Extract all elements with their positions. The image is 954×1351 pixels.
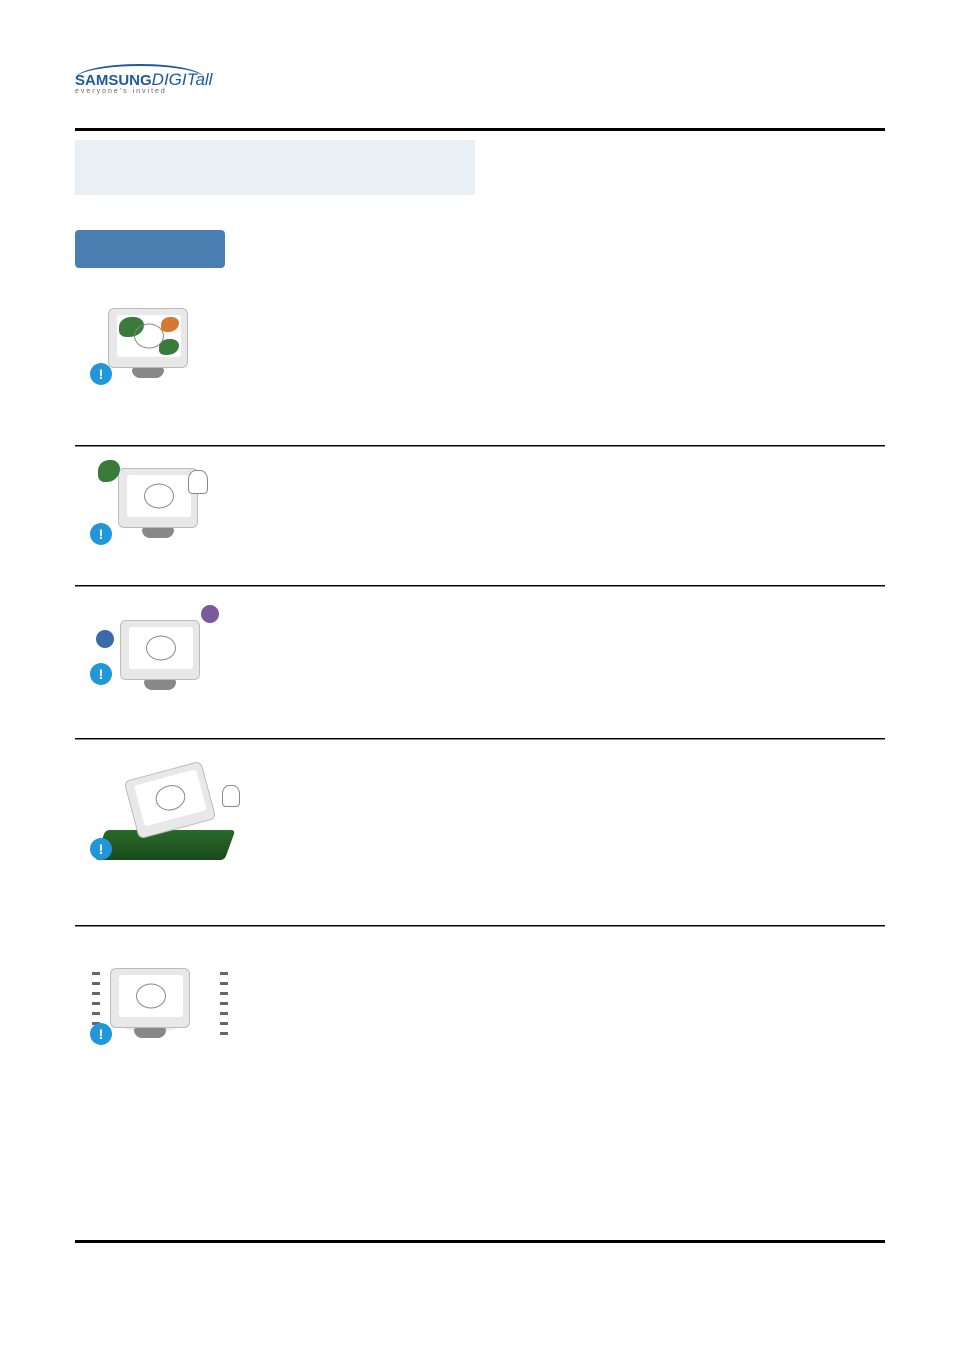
face-icon — [153, 782, 188, 814]
section-tab — [75, 230, 225, 268]
info-icon: ! — [90, 363, 112, 385]
monitor-stand-icon — [134, 1028, 166, 1038]
monitor-screen-icon — [129, 627, 193, 669]
info-icon: ! — [90, 663, 112, 685]
monitor-stand-icon — [144, 680, 176, 690]
monitor-stand-icon — [142, 528, 174, 538]
top-rule — [75, 128, 885, 131]
hand-icon — [188, 470, 208, 494]
illustration-monitor-spray: ! — [90, 460, 200, 545]
info-icon: ! — [90, 838, 112, 860]
safety-item-2: ! — [90, 460, 880, 545]
monitor-screen-icon — [117, 315, 181, 357]
hand-icon — [222, 785, 240, 807]
illustration-monitor-stains: ! — [90, 300, 200, 385]
banner-right-panel — [475, 140, 885, 195]
banner-left-panel — [75, 140, 475, 195]
bar-icon — [220, 965, 228, 1035]
monitor-screen-icon — [119, 975, 183, 1017]
info-icon: ! — [90, 1023, 112, 1045]
safety-item-5: ! — [90, 960, 880, 1045]
divider — [75, 738, 885, 740]
divider — [75, 445, 885, 447]
child-head-icon — [201, 605, 219, 623]
info-icon: ! — [90, 523, 112, 545]
face-icon — [136, 984, 166, 1009]
brand-logo: SAMSUNGDIGITall everyone's invited — [75, 70, 215, 110]
monitor-icon — [118, 468, 198, 528]
divider — [75, 925, 885, 927]
monitor-icon — [110, 968, 190, 1028]
monitor-stand-icon — [132, 368, 164, 378]
grass-icon — [95, 830, 236, 860]
face-icon — [134, 324, 164, 349]
divider — [75, 585, 885, 587]
monitor-screen-icon — [134, 769, 207, 826]
safety-item-1: ! — [90, 300, 880, 385]
face-icon — [144, 484, 174, 509]
illustration-kids-monitor: ! — [90, 600, 220, 685]
safety-item-4: ! — [90, 770, 880, 870]
spray-icon — [98, 460, 120, 482]
monitor-icon — [120, 620, 200, 680]
monitor-screen-icon — [127, 475, 191, 517]
illustration-monitor-grass: ! — [90, 770, 240, 870]
monitor-icon — [124, 761, 217, 840]
child-head-icon — [96, 630, 114, 648]
illustration-monitor-squeezed: ! — [90, 960, 210, 1045]
monitor-icon — [108, 308, 188, 368]
bottom-rule — [75, 1240, 885, 1243]
logo-arc — [75, 64, 205, 94]
header-banner — [75, 140, 885, 195]
safety-item-3: ! — [90, 600, 880, 685]
splatter-icon — [161, 317, 179, 332]
face-icon — [146, 636, 176, 661]
